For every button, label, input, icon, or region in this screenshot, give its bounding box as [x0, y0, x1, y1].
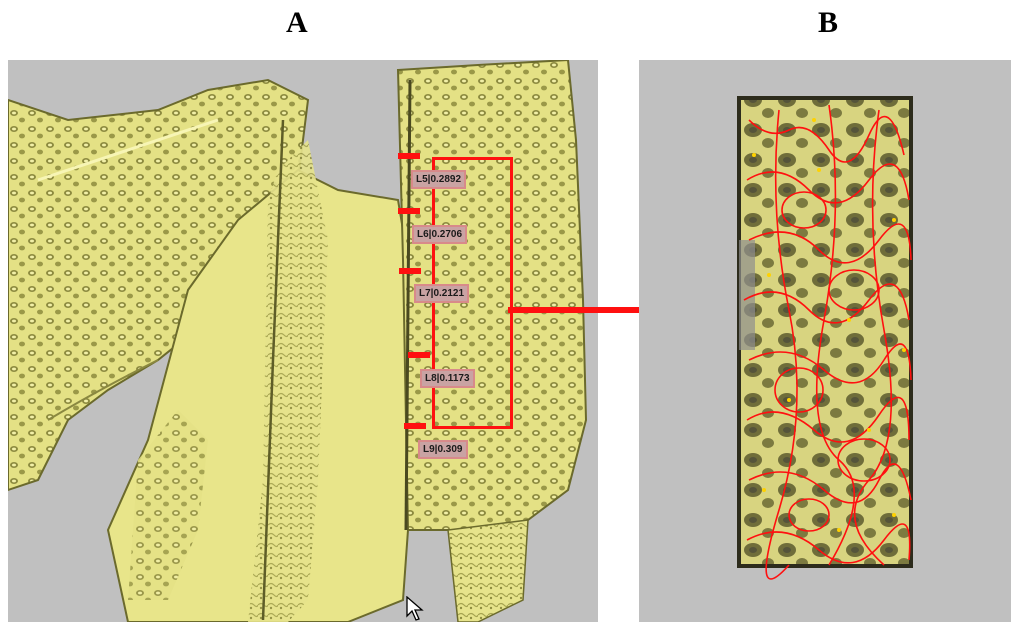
- measurement-label-l6: L6|0.2706: [412, 225, 468, 244]
- measurement-label-l5: L5|0.2892: [411, 170, 467, 189]
- measurement-label-l9: L9|0.309: [418, 440, 468, 459]
- slice-marker: [398, 153, 420, 159]
- measurement-label-l8: L8|0.1173: [420, 369, 475, 388]
- panel-b-trabecular-network: [639, 60, 1011, 622]
- slice-marker: [408, 352, 430, 358]
- trabecular-network-render: [737, 96, 913, 580]
- panel-letter-b: B: [818, 6, 839, 39]
- slice-marker: [399, 268, 421, 274]
- slice-marker: [398, 208, 420, 214]
- measurement-label-l7: L7|0.2121: [414, 284, 470, 303]
- panel-a-bone-render: L5|0.2892 L6|0.2706 L7|0.2121 L8|0.1173 …: [8, 60, 598, 622]
- slice-marker: [404, 423, 426, 429]
- panel-letter-a: A: [286, 6, 308, 39]
- arrow-cursor-icon: [406, 596, 424, 621]
